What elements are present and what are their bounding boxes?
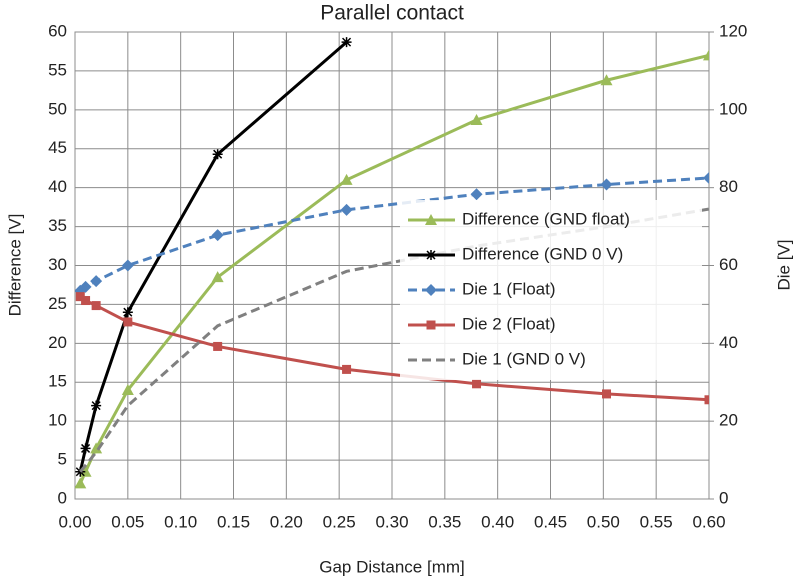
x-tick-label: 0.35 (428, 512, 461, 531)
marker (212, 149, 223, 160)
y2-tick-label: 40 (719, 333, 738, 352)
legend-label: Difference (GND 0 V) (462, 244, 623, 263)
y-tick-label: 30 (48, 255, 67, 274)
marker (340, 203, 353, 216)
y2-tick-label: 0 (719, 488, 728, 507)
x-tick-label: 0.45 (534, 512, 567, 531)
legend-label: Die 2 (Float) (462, 314, 556, 333)
y-tick-label: 20 (48, 333, 67, 352)
y-tick-label: 15 (48, 372, 67, 391)
y-tick-label: 55 (48, 60, 67, 79)
y2-tick-label: 80 (719, 177, 738, 196)
marker (426, 320, 436, 330)
series-line (78, 40, 348, 473)
y-tick-label: 50 (48, 99, 67, 118)
marker (704, 395, 709, 405)
x-tick-label: 0.40 (481, 512, 514, 531)
marker (470, 113, 483, 125)
series-line (79, 207, 709, 473)
x-tick-label: 0.00 (58, 512, 91, 531)
marker (340, 173, 353, 185)
y2-axis-label: Die [V] (774, 239, 793, 290)
marker (703, 49, 709, 61)
marker (121, 259, 134, 272)
y-axis-label: Difference [V] (5, 214, 24, 317)
marker (425, 214, 437, 225)
marker (425, 284, 437, 296)
marker (122, 307, 133, 318)
marker (91, 400, 102, 411)
y-tick-label: 25 (48, 294, 67, 313)
y2-tick-label: 100 (719, 99, 747, 118)
x-tick-label: 0.20 (270, 512, 303, 531)
plot-area (75, 37, 709, 489)
y-tick-label: 0 (58, 488, 67, 507)
chart-title: Parallel contact (320, 2, 464, 25)
marker (91, 301, 101, 311)
marker (426, 250, 436, 260)
marker (123, 317, 133, 327)
x-tick-label: 0.10 (164, 512, 197, 531)
y-tick-label: 10 (48, 411, 67, 430)
y-tick-label: 60 (48, 21, 67, 40)
marker (121, 384, 134, 396)
plot-frame (74, 31, 710, 500)
x-tick-label: 0.05 (111, 512, 144, 531)
y-tick-label: 40 (48, 177, 67, 196)
marker (602, 389, 612, 399)
marker (75, 477, 87, 489)
x-tick-label: 0.55 (640, 512, 673, 531)
y-tick-label: 45 (48, 138, 67, 157)
marker (342, 364, 352, 374)
legend-label: Difference (GND float) (462, 209, 630, 228)
y-tick-label: 5 (58, 450, 67, 469)
marker (211, 271, 224, 283)
marker (81, 296, 91, 306)
marker (79, 280, 92, 293)
y-tick-label: 35 (48, 216, 67, 235)
marker (600, 178, 613, 191)
marker (341, 37, 352, 48)
marker (703, 171, 709, 184)
marker (470, 188, 483, 201)
y2-tick-label: 60 (719, 255, 738, 274)
y2-tick-label: 20 (719, 411, 738, 430)
x-tick-label: 0.25 (323, 512, 356, 531)
marker (213, 341, 223, 351)
legend-label: Die 1 (GND 0 V) (462, 349, 586, 368)
marker (472, 379, 482, 389)
x-tick-label: 0.30 (375, 512, 408, 531)
marker (600, 74, 613, 86)
marker (80, 443, 91, 454)
x-tick-label: 0.50 (587, 512, 620, 531)
marker (90, 275, 103, 288)
x-axis-label: Gap Distance [mm] (319, 557, 465, 576)
y2-tick-label: 120 (719, 21, 747, 40)
x-tick-label: 0.60 (692, 512, 725, 531)
marker (90, 442, 103, 454)
marker (211, 229, 224, 242)
marker (75, 292, 85, 302)
legend-label: Die 1 (Float) (462, 279, 556, 298)
x-tick-label: 0.15 (217, 512, 250, 531)
